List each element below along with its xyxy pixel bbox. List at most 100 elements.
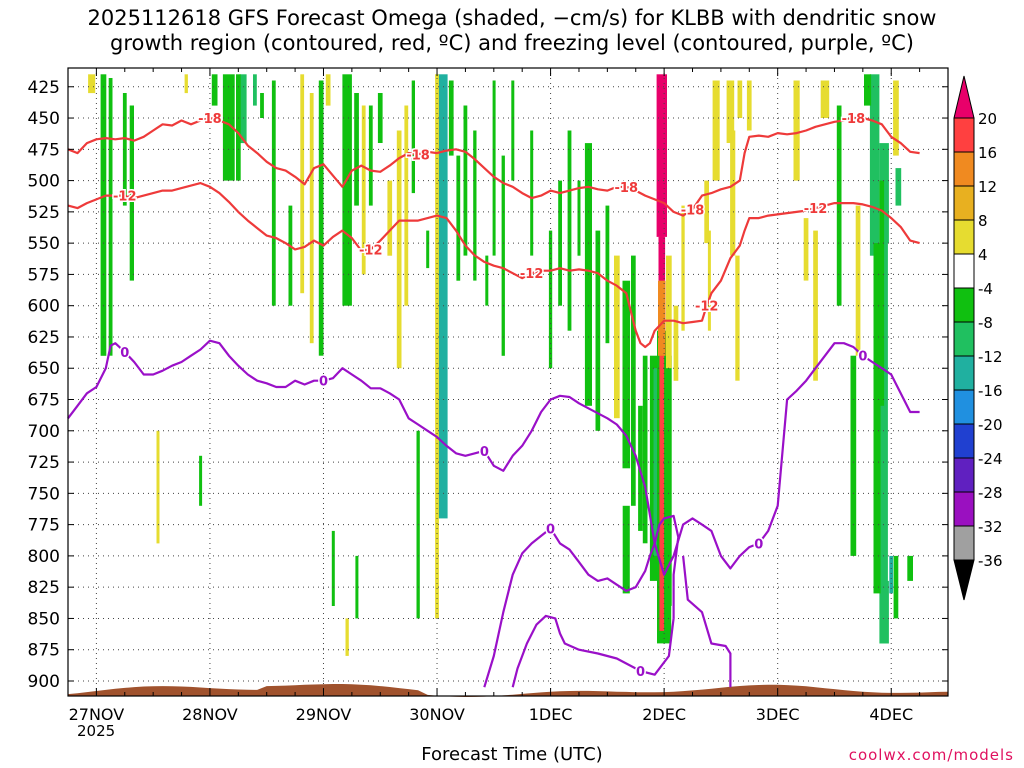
omega-shade xyxy=(355,555,359,619)
omega-shade xyxy=(548,230,553,369)
omega-shade xyxy=(239,74,247,144)
y-tick-label: 650 xyxy=(28,359,60,379)
colorbar-bin xyxy=(953,287,975,323)
omega-shade xyxy=(622,280,631,469)
colorbar-bin xyxy=(953,185,975,221)
terrain xyxy=(68,684,948,697)
omega-shade xyxy=(746,80,752,131)
colorbar-label: -12 xyxy=(978,348,1003,366)
omega-shade xyxy=(730,130,736,256)
omega-shade xyxy=(253,74,257,106)
omega-shade xyxy=(184,74,188,94)
x-tick-label: 1DEC xyxy=(529,705,573,724)
colorbar-bin xyxy=(953,491,975,527)
omega-shade xyxy=(864,74,872,106)
y-tick-label: 575 xyxy=(28,265,60,285)
contour--12 xyxy=(67,182,920,349)
omega-shade xyxy=(236,74,241,181)
y-tick-label: 775 xyxy=(28,516,60,536)
omega-shade xyxy=(622,505,630,594)
x-axis-year: 2025 xyxy=(77,722,116,740)
omega-shade xyxy=(873,243,881,594)
colorbar-label: -32 xyxy=(978,518,1003,536)
contour-0 xyxy=(67,339,920,576)
contour-label: -18 xyxy=(615,181,639,196)
y-tick-label: 875 xyxy=(28,641,60,661)
y-tick-label: 500 xyxy=(28,172,60,192)
omega-shade xyxy=(893,555,899,619)
x-tick-label: 27NOV xyxy=(69,705,125,724)
y-tick-label: 725 xyxy=(28,453,60,473)
omega-shade xyxy=(895,168,902,206)
contour-label: -12 xyxy=(804,202,828,217)
contour-label: 0 xyxy=(754,537,763,552)
contour-label: 0 xyxy=(636,665,645,680)
omega-shade xyxy=(492,80,496,256)
omega-shade xyxy=(387,180,393,256)
x-tick-label: 28NOV xyxy=(182,705,238,724)
y-tick-label: 475 xyxy=(28,140,60,160)
colorbar-label: -16 xyxy=(978,382,1003,400)
omega-shade xyxy=(260,93,264,118)
omega-shade xyxy=(411,80,415,194)
contour-label: 0 xyxy=(480,445,489,460)
omega-shade xyxy=(567,130,572,331)
y-tick-label: 550 xyxy=(28,234,60,254)
contour-label: -18 xyxy=(842,112,866,127)
omega-shade xyxy=(448,80,454,156)
contour-label: 0 xyxy=(120,346,129,361)
omega-shade xyxy=(511,80,515,181)
omega-shade xyxy=(122,93,127,206)
colorbar-label: -4 xyxy=(978,280,993,298)
y-tick-label: 625 xyxy=(28,328,60,348)
colorbar-bin xyxy=(953,457,975,493)
omega-shade xyxy=(855,205,861,356)
chart-title: 2025112618 GFS Forecast Omega (shaded, −… xyxy=(0,6,1024,56)
omega-shade xyxy=(887,243,893,581)
omega-shade xyxy=(100,74,107,356)
omega-shade xyxy=(707,230,711,331)
contour-label: -18 xyxy=(681,203,705,218)
colorbar-label: 4 xyxy=(978,246,988,264)
x-tick-label: 30NOV xyxy=(409,705,465,724)
y-tick-label: 750 xyxy=(28,484,60,504)
colorbar-bottom-arrow xyxy=(953,559,975,601)
omega-shade xyxy=(793,80,800,181)
omega-shade xyxy=(836,105,842,306)
omega-shade xyxy=(473,130,477,281)
omega-shade xyxy=(889,555,894,594)
omega-shade xyxy=(331,530,335,606)
omega-shade xyxy=(642,355,648,544)
omega-shade xyxy=(656,74,667,237)
contour-label: -12 xyxy=(695,300,719,315)
omega-shading-layer xyxy=(88,74,913,656)
omega-shade xyxy=(396,130,402,369)
colorbar-bin xyxy=(953,355,975,391)
terrain-layer xyxy=(68,684,948,697)
omega-shade xyxy=(614,255,620,419)
omega-shade xyxy=(803,218,809,281)
omega-shade xyxy=(558,180,562,306)
title-line-2: growth region (contoured, red, ºC) and f… xyxy=(110,31,914,55)
omega-shade xyxy=(666,255,672,369)
grid-layer xyxy=(68,68,948,696)
contour--18 xyxy=(67,116,920,217)
omega-shade xyxy=(595,230,601,431)
omega-shade xyxy=(631,255,636,506)
omega-shade xyxy=(88,74,96,94)
y-tick-label: 525 xyxy=(28,203,60,223)
colorbar-label: 8 xyxy=(978,212,988,230)
omega-shade xyxy=(577,180,581,256)
omega-shade xyxy=(712,80,720,181)
colorbar-bin xyxy=(953,389,975,425)
contour-label: 0 xyxy=(546,522,555,537)
omega-shade xyxy=(271,80,276,306)
y-tick-label: 825 xyxy=(28,578,60,598)
x-axis-label: Forecast Time (UTC) xyxy=(421,744,603,765)
omega-shade xyxy=(211,74,218,106)
omega-shade xyxy=(893,80,899,156)
omega-shade xyxy=(288,205,293,306)
plot-frame xyxy=(67,67,949,697)
omega-shade xyxy=(377,93,383,143)
colorbar-bin xyxy=(953,321,975,357)
